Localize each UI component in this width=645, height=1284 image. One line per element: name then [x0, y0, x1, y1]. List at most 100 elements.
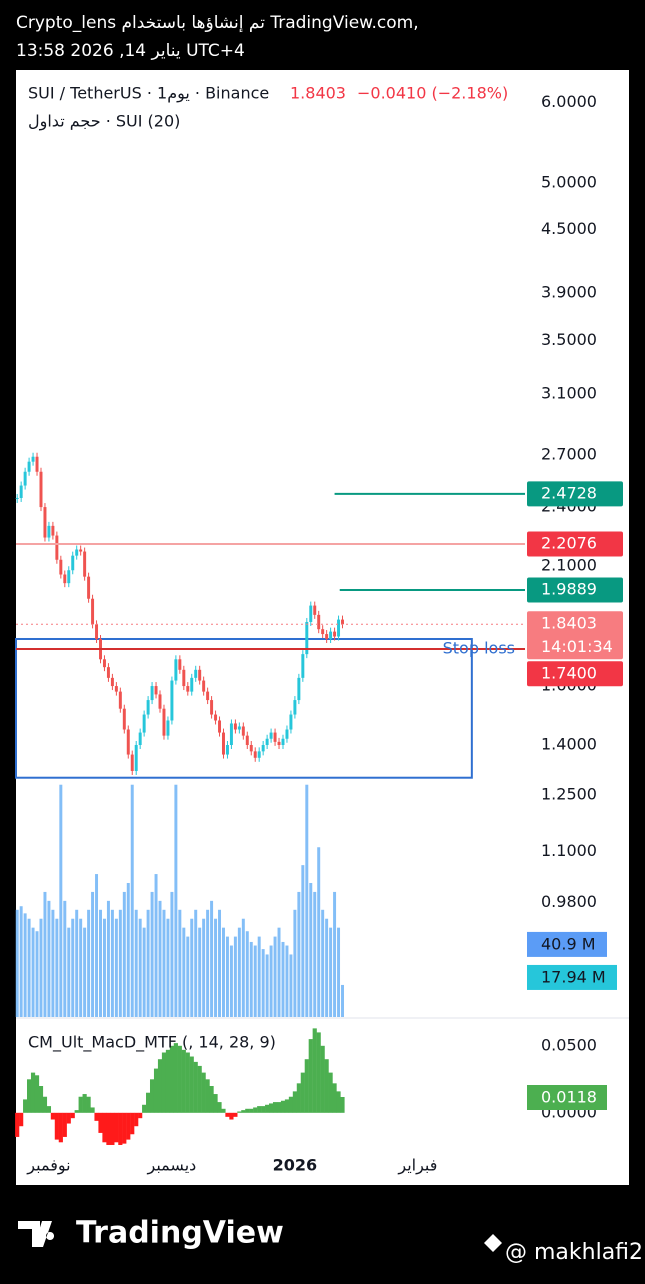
- candle: [233, 723, 237, 730]
- candle: [95, 624, 99, 639]
- volume-bar: [257, 936, 261, 1017]
- price-box: [527, 481, 623, 507]
- volume-bar: [95, 874, 99, 1017]
- volume-bar: [317, 847, 321, 1017]
- candle: [27, 461, 31, 472]
- volume-bar: [313, 891, 317, 1017]
- volume-bar: [43, 891, 47, 1017]
- macd-bar: [122, 1112, 127, 1144]
- candle: [51, 525, 55, 536]
- volume-bar: [71, 918, 75, 1017]
- volume-title: حجم تداول · SUI (20): [28, 112, 180, 132]
- legend-price: 1.8403: [290, 84, 346, 103]
- y-tick-label: 3.5000: [541, 330, 597, 349]
- macd-bar: [153, 1068, 159, 1113]
- macd-bar: [94, 1112, 99, 1121]
- volume-bar: [126, 882, 130, 1017]
- candle: [138, 732, 142, 746]
- legend-change: −0.0410 (−2.18%): [357, 84, 508, 103]
- macd-bar: [292, 1091, 297, 1113]
- macd-bar: [237, 1111, 242, 1113]
- candle: [309, 605, 313, 622]
- volume-ma-label: 40.9 M: [541, 934, 596, 953]
- candle: [23, 471, 27, 486]
- candle: [214, 714, 218, 721]
- volume-bar: [229, 945, 233, 1017]
- candle: [182, 669, 186, 687]
- candle: [114, 686, 118, 692]
- candle: [162, 708, 166, 736]
- macd-bar: [149, 1079, 155, 1113]
- candle: [39, 471, 43, 508]
- volume-bar: [245, 931, 249, 1017]
- macd-bar: [106, 1112, 111, 1145]
- volume-bar: [305, 784, 309, 1017]
- candle: [202, 680, 206, 692]
- macd-bar: [288, 1096, 294, 1113]
- macd-bar: [126, 1112, 131, 1140]
- y-tick-label: 1.1000: [541, 841, 597, 860]
- volume-bar: [297, 891, 301, 1017]
- macd-bar: [173, 1043, 178, 1113]
- macd-bar: [245, 1108, 250, 1113]
- volume-bar: [122, 891, 126, 1017]
- candle: [277, 741, 281, 746]
- macd-bar: [142, 1104, 147, 1113]
- volume-bar: [87, 909, 91, 1017]
- macd-bar: [102, 1112, 107, 1143]
- volume-bar: [218, 909, 222, 1017]
- volume-bar: [325, 918, 329, 1017]
- candle: [79, 549, 83, 552]
- candle: [87, 576, 91, 599]
- candle: [305, 621, 309, 655]
- macd-title: CM_Ult_MacD_MTF (, 14, 28, 9): [28, 1033, 276, 1053]
- y-tick-label: 2.7000: [541, 445, 597, 464]
- candle: [281, 738, 285, 746]
- volume-bar: [202, 918, 206, 1017]
- volume-bar: [273, 936, 277, 1017]
- volume-bar: [277, 927, 281, 1017]
- macd-bar: [138, 1112, 143, 1119]
- volume-bar: [190, 918, 194, 1017]
- volume-bar: [47, 900, 51, 1017]
- macd-bar: [276, 1102, 282, 1113]
- volume-bar: [186, 936, 190, 1017]
- candle: [273, 732, 277, 742]
- candle: [83, 551, 87, 577]
- macd-bar: [205, 1079, 210, 1113]
- y-tick-label: 1.4000: [541, 735, 597, 754]
- volume-bar: [225, 936, 229, 1017]
- y-tick-label: 4.5000: [541, 219, 597, 238]
- candle: [154, 686, 158, 695]
- x-tick-label: 2026: [273, 1156, 318, 1175]
- candle: [285, 729, 289, 739]
- candle: [265, 738, 269, 746]
- volume-bar: [301, 865, 305, 1017]
- volume-bar: [138, 918, 142, 1017]
- price-box: [527, 531, 623, 557]
- macd-bar: [253, 1107, 258, 1113]
- volume-last-label: 17.94 M: [541, 967, 606, 986]
- candle: [118, 691, 122, 709]
- macd-bar: [19, 1112, 24, 1127]
- volume-bar: [198, 927, 202, 1017]
- candle: [333, 631, 337, 637]
- volume-bar: [162, 909, 166, 1017]
- macd-bar: [324, 1059, 329, 1113]
- macd-bar: [233, 1112, 238, 1117]
- macd-bar: [66, 1112, 71, 1124]
- volume-bar: [253, 945, 257, 1017]
- timer: 14:01:34: [541, 637, 613, 656]
- x-tick-label: فبراير: [397, 1156, 437, 1176]
- macd-bar: [86, 1096, 91, 1113]
- volume-bar: [241, 918, 245, 1017]
- macd-bar: [134, 1112, 139, 1127]
- candle: [313, 605, 317, 615]
- candle: [289, 714, 293, 730]
- candle: [126, 729, 130, 755]
- macd-bar: [185, 1052, 190, 1113]
- volume-bar: [114, 918, 118, 1017]
- macd-bar: [157, 1059, 163, 1113]
- volume-bar: [281, 941, 285, 1017]
